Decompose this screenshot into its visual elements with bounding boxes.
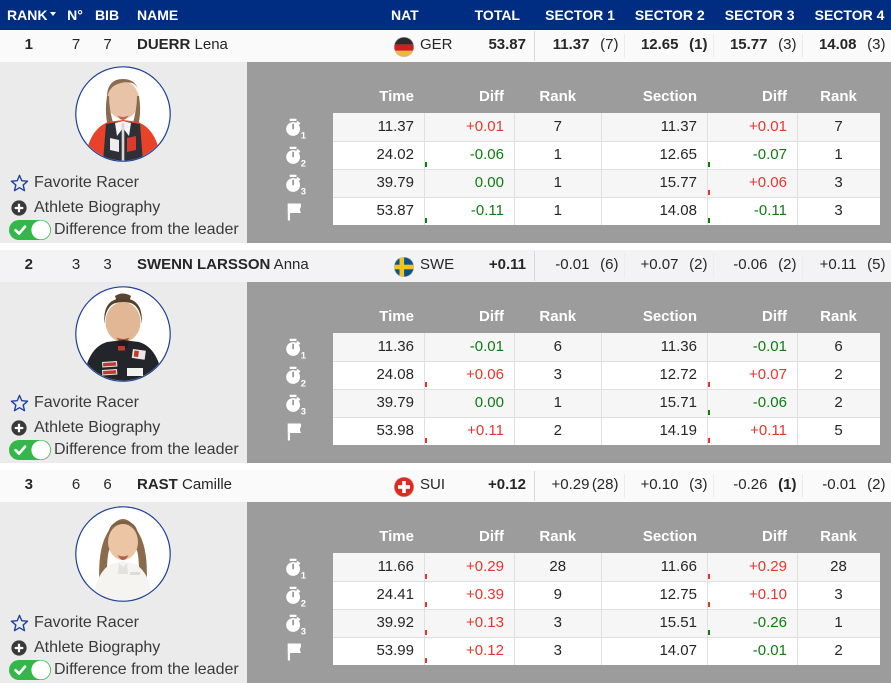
svg-text:3: 3	[300, 406, 305, 414]
svg-text:3: 3	[300, 186, 305, 194]
svg-text:2: 2	[300, 158, 305, 166]
svg-text:2: 2	[300, 378, 305, 386]
svg-text:3: 3	[300, 626, 305, 634]
svg-text:2: 2	[300, 598, 305, 606]
svg-text:1: 1	[300, 350, 306, 358]
svg-text:1: 1	[300, 570, 306, 578]
svg-text:1: 1	[300, 130, 306, 138]
